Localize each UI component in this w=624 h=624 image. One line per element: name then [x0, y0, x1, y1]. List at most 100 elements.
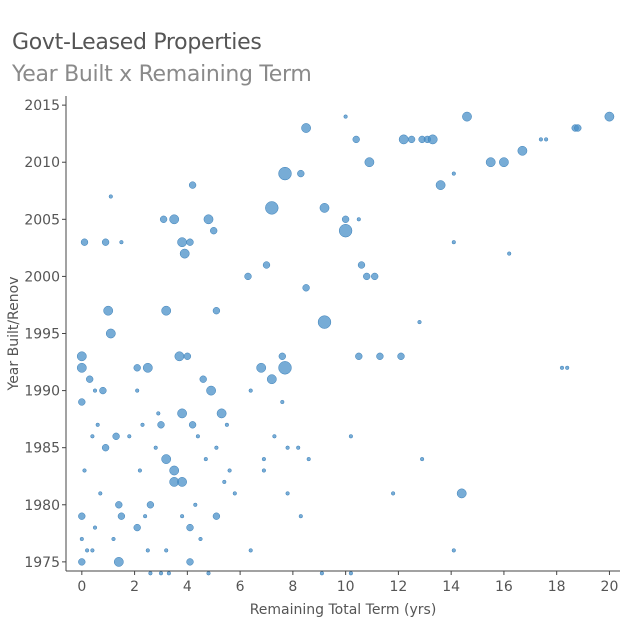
data-point — [177, 237, 187, 248]
data-point — [256, 362, 267, 373]
data-point — [145, 548, 150, 553]
data-point — [188, 181, 197, 189]
data-point — [451, 240, 456, 245]
data-point — [559, 365, 565, 370]
x-tick-label: 12 — [389, 579, 407, 595]
data-point — [451, 548, 456, 553]
points-layer — [76, 111, 615, 576]
data-point — [193, 502, 198, 507]
data-point — [398, 134, 409, 145]
x-tick-label: 10 — [337, 579, 355, 595]
data-point — [177, 477, 187, 487]
data-point — [306, 457, 311, 462]
data-point — [166, 571, 171, 576]
data-point — [261, 457, 266, 462]
data-point — [161, 454, 172, 464]
data-point — [79, 536, 84, 542]
data-point — [214, 445, 219, 450]
data-point — [232, 491, 237, 496]
data-point — [462, 111, 472, 122]
data-point — [319, 571, 324, 576]
data-point — [183, 352, 192, 360]
data-point — [244, 272, 252, 281]
data-point — [435, 180, 446, 190]
data-point — [157, 421, 165, 429]
data-point — [296, 445, 301, 450]
y-tick-label: 2000 — [24, 269, 60, 285]
y-tick-label: 1985 — [24, 441, 60, 457]
data-point — [397, 352, 405, 360]
data-point — [203, 457, 208, 462]
data-point — [224, 422, 229, 427]
data-point — [317, 315, 332, 329]
data-point — [262, 261, 271, 269]
data-point — [227, 468, 232, 473]
y-tick-label: 2015 — [24, 98, 60, 114]
data-point — [135, 388, 140, 393]
x-tick-label: 18 — [548, 579, 566, 595]
data-point — [266, 374, 277, 385]
data-point — [216, 408, 227, 419]
y-tick-label: 1990 — [24, 384, 60, 400]
data-point — [272, 434, 277, 439]
data-point — [285, 445, 290, 450]
data-point — [111, 536, 116, 542]
data-point — [427, 134, 438, 145]
data-point — [82, 468, 87, 473]
data-point — [604, 111, 615, 122]
data-point — [343, 114, 348, 119]
data-point — [285, 491, 290, 496]
data-point — [371, 272, 379, 281]
data-point — [261, 468, 266, 473]
y-tick-label: 1975 — [24, 555, 60, 571]
data-point — [451, 171, 456, 176]
data-point — [364, 157, 375, 168]
data-point — [101, 444, 110, 452]
data-point — [113, 557, 124, 567]
data-point — [338, 224, 353, 238]
data-point — [280, 399, 285, 405]
data-point — [298, 514, 303, 519]
data-point — [278, 352, 286, 360]
data-point — [80, 238, 89, 246]
data-point — [206, 571, 211, 576]
data-point — [90, 434, 95, 439]
data-point — [417, 320, 422, 325]
data-point — [199, 375, 207, 383]
data-point — [248, 388, 253, 393]
data-point — [164, 548, 169, 553]
data-point — [158, 571, 164, 576]
data-point — [146, 501, 155, 509]
data-point — [143, 514, 148, 519]
x-axis-label: Remaining Total Term (yrs) — [250, 602, 437, 618]
data-point — [186, 523, 194, 532]
data-point — [78, 398, 86, 406]
data-point — [485, 157, 496, 168]
data-point — [159, 215, 168, 223]
data-point — [319, 203, 330, 213]
chart-title: Govt-Leased Properties — [12, 30, 262, 55]
x-axis-ticks: 0 2 4 6 8 10 12 14 16 18 20 — [77, 571, 618, 595]
data-point — [507, 251, 512, 256]
data-point — [186, 238, 194, 246]
data-point — [565, 365, 570, 370]
data-point — [78, 512, 86, 520]
data-point — [140, 422, 145, 427]
data-point — [198, 536, 203, 542]
data-point — [119, 240, 124, 245]
data-point — [103, 305, 114, 316]
y-axis-ticks: 1975 1980 1985 1990 1995 2000 2005 2010 2015 — [24, 98, 66, 571]
data-point — [278, 361, 292, 375]
data-point — [356, 217, 361, 222]
data-point — [355, 352, 363, 360]
data-point — [265, 201, 279, 215]
data-point — [85, 548, 90, 553]
y-axis-label: Year Built/Renov — [6, 277, 22, 392]
data-point — [98, 491, 103, 496]
data-point — [188, 421, 197, 429]
data-point — [348, 434, 353, 439]
data-point — [101, 238, 110, 246]
data-point — [174, 351, 185, 362]
data-point — [407, 135, 416, 144]
data-point — [180, 514, 185, 519]
